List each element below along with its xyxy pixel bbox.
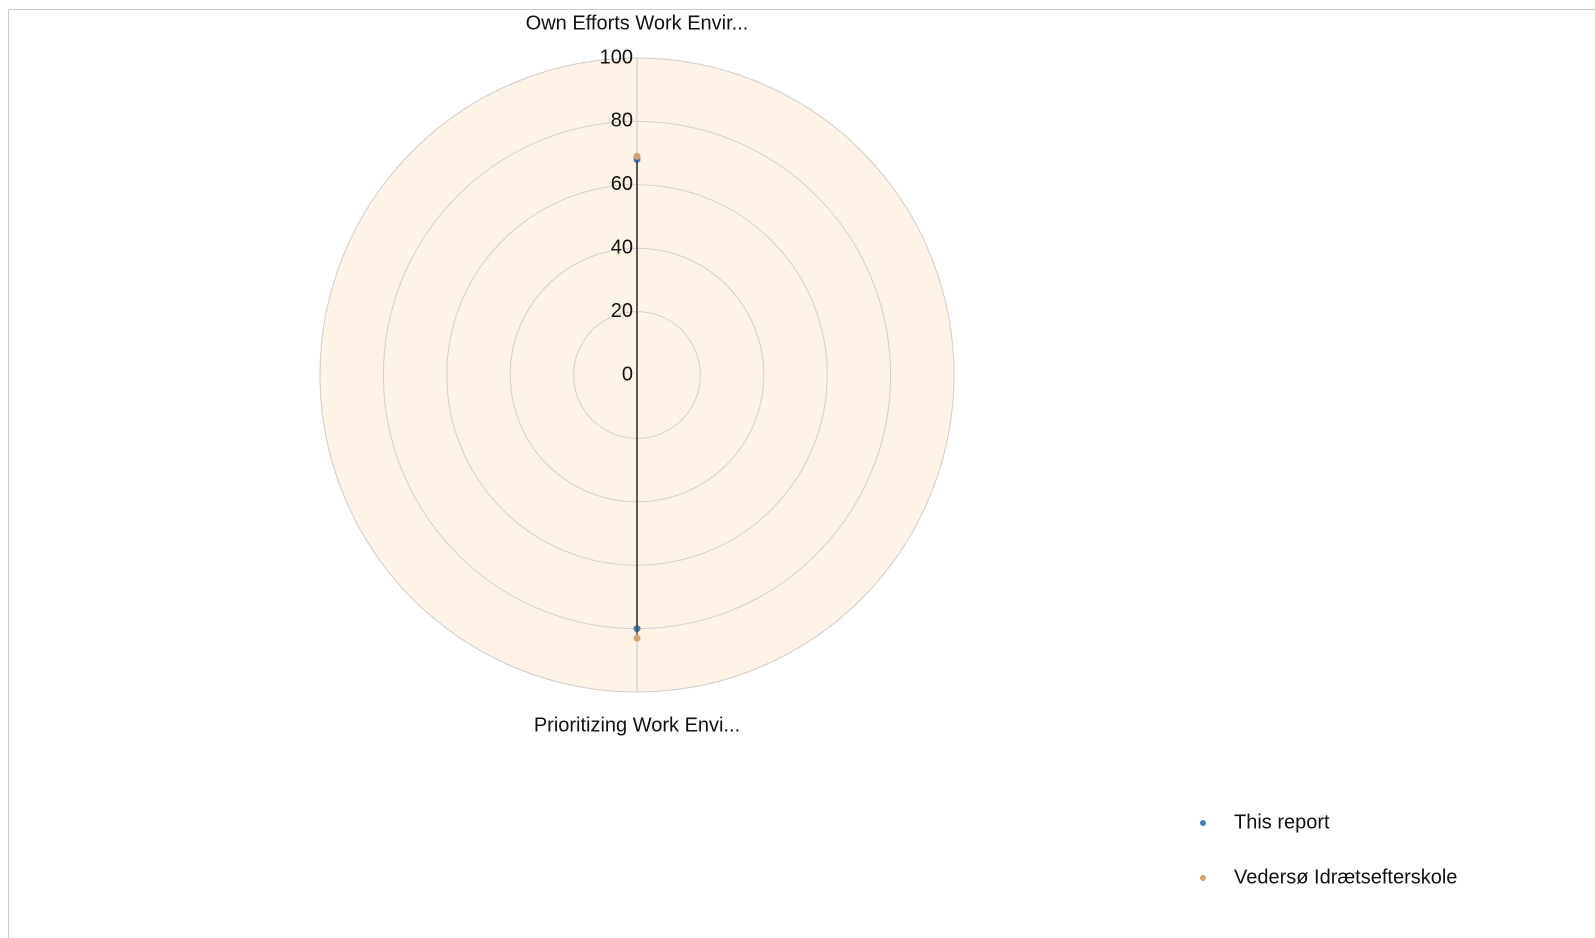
y-tick-label: 80 <box>611 110 633 132</box>
legend-label: Vedersø Idrætsefterskole <box>1234 866 1457 888</box>
y-tick-label: 20 <box>611 300 633 322</box>
chart-border <box>8 9 1595 938</box>
marker <box>633 152 641 160</box>
y-tick-label: 60 <box>611 173 633 195</box>
y-tick-label: 100 <box>600 46 633 68</box>
legend-label: This report <box>1234 811 1330 833</box>
category-label: Prioritizing Work Envi... <box>534 714 740 736</box>
category-label: Own Efforts Work Envir... <box>526 12 749 34</box>
y-tick-label: 0 <box>622 363 633 385</box>
legend-marker <box>1200 820 1206 826</box>
legend-marker <box>1200 875 1206 881</box>
marker <box>633 634 641 642</box>
y-tick-label: 40 <box>611 236 633 258</box>
